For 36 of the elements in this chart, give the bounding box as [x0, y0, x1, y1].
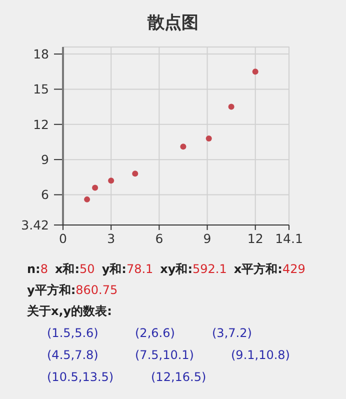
x-tick-label: 9 — [203, 231, 212, 246]
point — [108, 178, 114, 184]
y-tick-label: 9 — [41, 152, 50, 168]
text: y平方和:860.75 — [27, 282, 118, 299]
text: x平方和:429 — [234, 261, 306, 278]
x-tick-label: 3 — [107, 231, 116, 246]
text: y和:78.1 — [102, 261, 154, 278]
text: (7.5,10.1) — [135, 348, 194, 362]
y-tick-label: 18 — [33, 46, 50, 62]
y-tick-label: 12 — [33, 116, 49, 132]
y-tick-label: 6 — [41, 187, 50, 202]
text: (1.5,5.6) — [47, 326, 98, 340]
text: (4.5,7.8) — [47, 348, 98, 362]
point — [92, 184, 98, 191]
y-tick-label: 3.42 — [21, 218, 49, 232]
text: (2,6.6) — [135, 326, 175, 340]
point — [228, 104, 234, 110]
point — [252, 68, 258, 75]
x-tick-label: 14.1 — [275, 231, 303, 246]
point — [132, 170, 138, 177]
text: (10.5,13.5) — [47, 370, 114, 384]
chart-title: 散点图 — [146, 13, 198, 33]
text: n:8 — [27, 261, 48, 278]
x-tick-label: 0 — [59, 231, 68, 246]
text: xy和:592.1 — [160, 261, 227, 278]
text: x和:50 — [54, 261, 95, 278]
x-tick-label: 12 — [247, 231, 264, 246]
text: (12,16.5) — [151, 370, 206, 384]
point — [206, 135, 212, 142]
point — [84, 196, 90, 202]
text: (3,7.2) — [212, 326, 252, 340]
x-tick-label: 6 — [155, 231, 164, 246]
text: (9.1,10.8) — [231, 348, 290, 362]
y-tick-label: 15 — [33, 82, 49, 97]
point — [180, 144, 186, 150]
text: 关于x,y的数表: — [27, 303, 113, 320]
